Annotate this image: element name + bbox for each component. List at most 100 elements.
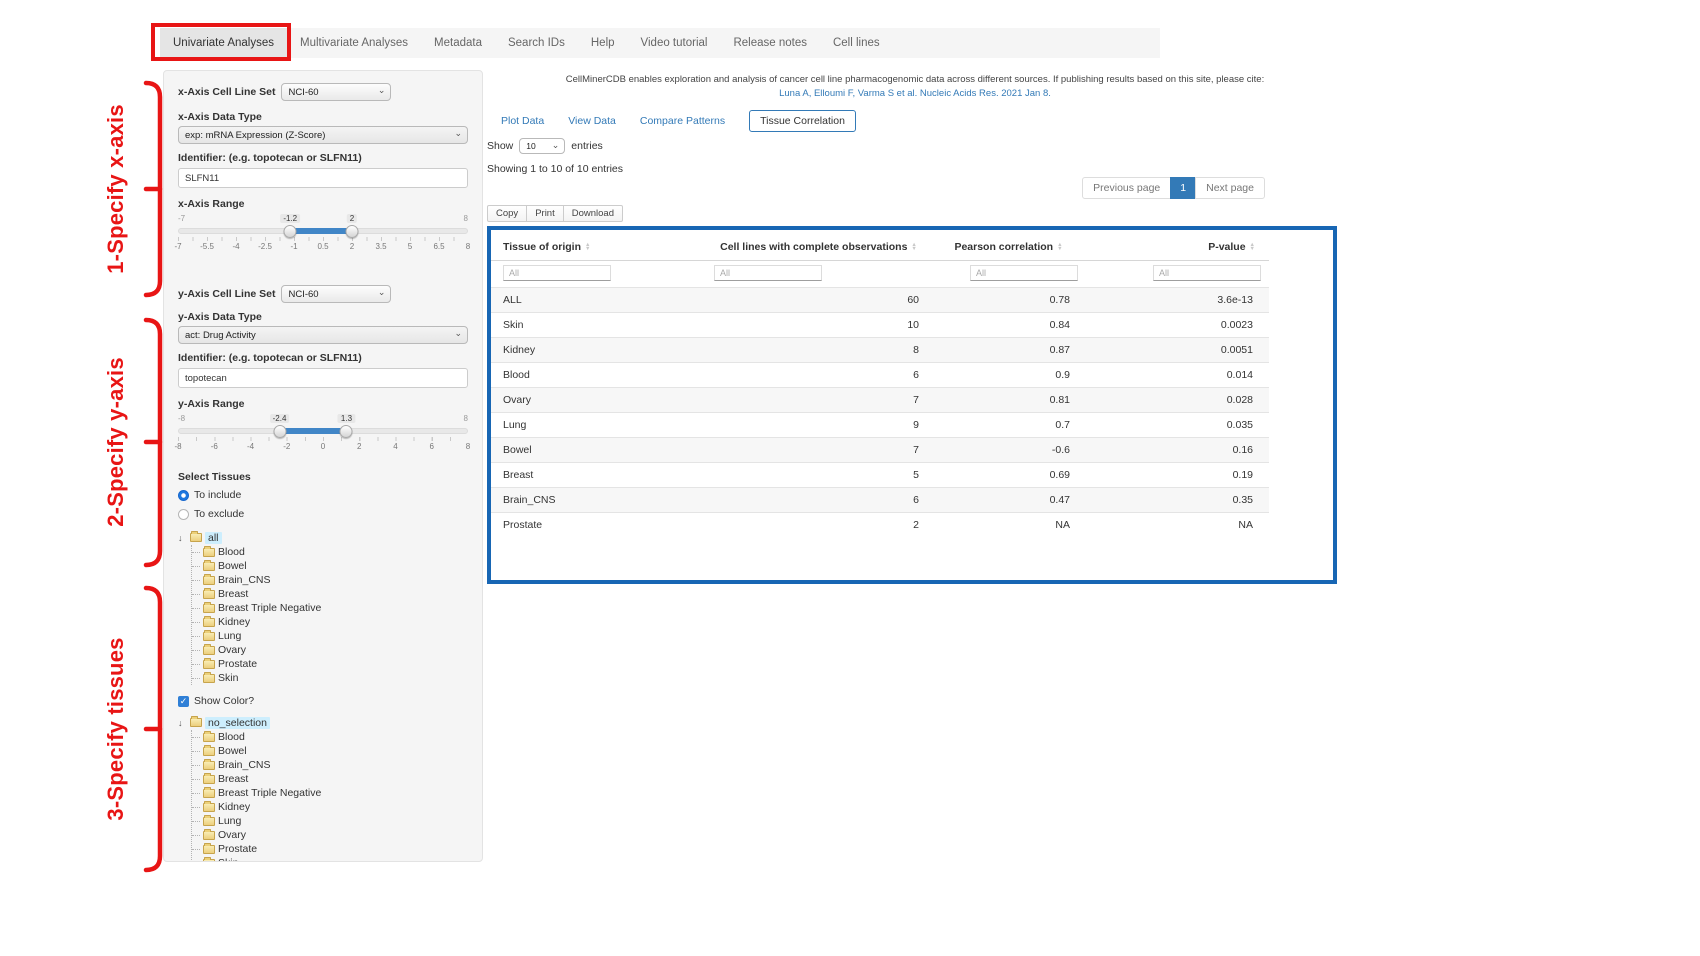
to-include-label: To include — [194, 489, 242, 501]
y-axis-cell-line-set-label: y-Axis Cell Line Set — [178, 288, 276, 300]
nav-tab-cell-lines[interactable]: Cell lines — [832, 37, 880, 49]
tree-item-kidney[interactable]: Kidney — [192, 800, 468, 814]
tree-item-prostate[interactable]: Prostate — [192, 842, 468, 856]
slider-min-label: -7 — [178, 214, 186, 223]
annotation-bracket-y-axis — [143, 317, 163, 568]
tab-compare-patterns[interactable]: Compare Patterns — [639, 115, 726, 127]
tree-item-skin[interactable]: Skin — [192, 671, 468, 685]
current-page-button[interactable]: 1 — [1170, 177, 1197, 199]
annotation-step-2: 2-Specify y-axis — [103, 357, 128, 527]
tree-item-breast-triple-negative[interactable]: Breast Triple Negative — [192, 601, 468, 615]
x-range-handle-to[interactable] — [345, 225, 359, 238]
slider-tick-labels: -7 -5.5 -4 -2.5 -1 0.5 2 3.5 5 6.5 8 — [174, 242, 471, 251]
folder-icon — [203, 629, 215, 641]
tree-item-lung[interactable]: Lung — [192, 814, 468, 828]
tree-item-kidney[interactable]: Kidney — [192, 615, 468, 629]
to-exclude-radio[interactable] — [178, 508, 189, 520]
copy-button[interactable]: Copy — [487, 205, 528, 222]
tree-item-breast[interactable]: Breast — [192, 587, 468, 601]
y-axis-range-slider[interactable]: -8 -2.4 1.3 8 -8 -6 -4 -2 0 2 4 6 8 — [174, 414, 470, 453]
page-size-select[interactable]: 10 ⌄ — [519, 138, 566, 154]
nav-tab-multivariate-analyses[interactable]: Multivariate Analyses — [300, 37, 409, 49]
download-button[interactable]: Download — [562, 205, 623, 222]
filter-cell-lines-input[interactable] — [714, 265, 822, 281]
nav-tab-metadata[interactable]: Metadata — [434, 37, 482, 49]
column-header-tissue-of-origin[interactable]: Tissue of origin ▲ ▼ — [491, 232, 706, 261]
filter-p-value-input[interactable] — [1153, 265, 1261, 281]
filter-tissue-input[interactable] — [503, 265, 611, 281]
folder-icon — [203, 814, 215, 826]
chevron-down-icon: ⌄ — [377, 287, 386, 297]
tree-item-ovary[interactable]: Ovary — [192, 828, 468, 842]
x-axis-cell-line-set-select[interactable]: NCI-60 ⌄ — [281, 83, 392, 101]
x-axis-identifier-label: Identifier: (e.g. topotecan or SLFN11) — [178, 152, 362, 164]
print-button[interactable]: Print — [526, 205, 564, 222]
tree-open-icon[interactable]: ↓ — [178, 717, 183, 728]
next-page-button[interactable]: Next page — [1195, 177, 1265, 199]
tab-plot-data[interactable]: Plot Data — [501, 115, 545, 127]
tree-item-prostate[interactable]: Prostate — [192, 657, 468, 671]
tree-item-lung[interactable]: Lung — [192, 629, 468, 643]
x-axis-identifier-input[interactable] — [178, 168, 468, 188]
tree-item-ovary[interactable]: Ovary — [192, 643, 468, 657]
x-axis-cell-line-set-label: x-Axis Cell Line Set — [178, 86, 276, 98]
slider-track[interactable] — [178, 425, 468, 438]
nav-tab-release-notes[interactable]: Release notes — [733, 37, 807, 49]
tab-view-data[interactable]: View Data — [568, 115, 616, 127]
table-row: Breast 5 0.69 0.19 — [491, 462, 1269, 488]
nav-tab-help[interactable]: Help — [590, 37, 615, 49]
folder-icon — [203, 615, 215, 627]
tree-item-brain-cns[interactable]: Brain_CNS — [192, 573, 468, 587]
column-header-pearson-correlation[interactable]: Pearson correlation ▲ ▼ — [931, 232, 1086, 261]
citation-link[interactable]: Luna A, Elloumi F, Varma S et al. Nuclei… — [779, 88, 1051, 99]
show-color-label: Show Color? — [194, 695, 255, 707]
page-size-value: 10 — [526, 141, 536, 151]
folder-icon — [203, 744, 215, 756]
nav-tab-video-tutorial[interactable]: Video tutorial — [640, 37, 708, 49]
main-content: CellMinerCDB enables exploration and ana… — [487, 64, 1343, 584]
nav-tab-search-ids[interactable]: Search IDs — [507, 37, 565, 49]
tree-item-brain-cns[interactable]: Brain_CNS — [192, 758, 468, 772]
to-include-radio[interactable] — [178, 489, 189, 501]
annotation-bracket-tissues — [143, 585, 163, 873]
tree-root-no-selection[interactable]: ↓ no_selection — [178, 715, 468, 730]
to-exclude-label: To exclude — [194, 508, 245, 520]
x-range-handle-from[interactable] — [283, 225, 297, 238]
top-navigation: Univariate Analyses Multivariate Analyse… — [160, 28, 1160, 58]
y-range-handle-to[interactable] — [339, 425, 353, 438]
folder-icon — [203, 671, 215, 683]
show-label: Show — [487, 140, 514, 152]
tree-item-blood[interactable]: Blood — [192, 730, 468, 744]
x-axis-range-slider[interactable]: -7 -1.2 2 8 -7 -5.5 -4 -2.5 -1 0.5 2 3.5… — [174, 214, 471, 253]
color-selection-tree: ↓ no_selection Blood Bowel Brain_CNS Bre… — [178, 715, 468, 861]
tree-item-blood[interactable]: Blood — [192, 545, 468, 559]
y-range-handle-from[interactable] — [273, 425, 287, 438]
tree-item-bowel[interactable]: Bowel — [192, 559, 468, 573]
tab-tissue-correlation[interactable]: Tissue Correlation — [749, 110, 856, 132]
y-axis-cell-line-set-select[interactable]: NCI-60 ⌄ — [281, 285, 392, 303]
tree-item-breast[interactable]: Breast — [192, 772, 468, 786]
folder-icon — [203, 601, 215, 613]
folder-icon — [203, 545, 215, 557]
column-header-cell-lines[interactable]: Cell lines with complete observations ▲ ▼ — [706, 232, 931, 261]
filter-pearson-input[interactable] — [970, 265, 1078, 281]
tissue-correlation-table: Tissue of origin ▲ ▼ Cell lines with compl… — [491, 232, 1269, 537]
slider-track[interactable] — [178, 225, 468, 238]
nav-tab-univariate-analyses[interactable]: Univariate Analyses — [160, 28, 287, 58]
tree-item-skin[interactable]: Skin — [192, 856, 468, 861]
showing-entries-text: Showing 1 to 10 of 10 entries — [487, 163, 624, 175]
tree-root-all[interactable]: ↓ all — [178, 530, 468, 545]
slider-selected-range — [279, 428, 347, 434]
y-axis-identifier-input[interactable] — [178, 368, 468, 388]
column-header-p-value[interactable]: P-value ▲ ▼ — [1086, 232, 1269, 261]
x-axis-data-type-select[interactable]: exp: mRNA Expression (Z-Score) ⌄ — [178, 126, 468, 144]
y-axis-data-type-select[interactable]: act: Drug Activity ⌄ — [178, 326, 468, 344]
tree-item-breast-triple-negative[interactable]: Breast Triple Negative — [192, 786, 468, 800]
chevron-down-icon: ⌄ — [454, 128, 462, 138]
folder-icon — [203, 559, 215, 571]
tree-open-icon[interactable]: ↓ — [178, 532, 183, 543]
folder-icon — [190, 531, 202, 542]
previous-page-button[interactable]: Previous page — [1082, 177, 1172, 199]
show-color-checkbox[interactable]: ✓ — [178, 695, 189, 707]
tree-item-bowel[interactable]: Bowel — [192, 744, 468, 758]
